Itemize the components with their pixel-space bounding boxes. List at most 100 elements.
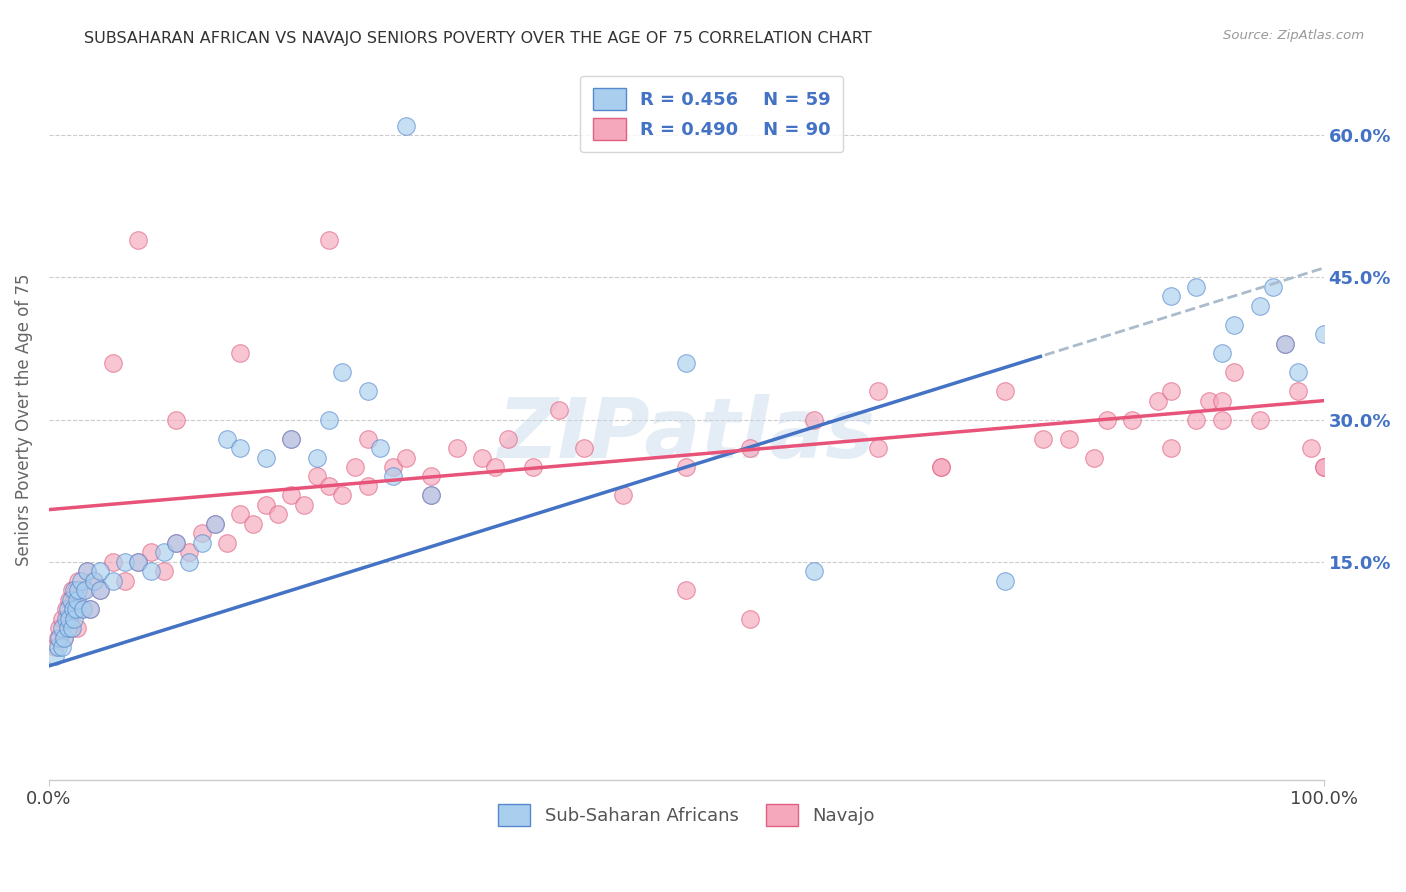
Point bbox=[101, 356, 124, 370]
Point bbox=[217, 432, 239, 446]
Point bbox=[1299, 441, 1322, 455]
Point bbox=[53, 631, 76, 645]
Point bbox=[79, 602, 101, 616]
Point bbox=[446, 441, 468, 455]
Point bbox=[62, 602, 84, 616]
Point bbox=[1198, 393, 1220, 408]
Point bbox=[1057, 432, 1080, 446]
Point bbox=[60, 621, 83, 635]
Point bbox=[66, 592, 89, 607]
Text: ZIPatlas: ZIPatlas bbox=[498, 393, 876, 475]
Point bbox=[67, 574, 90, 588]
Point bbox=[1211, 346, 1233, 360]
Point bbox=[420, 469, 443, 483]
Point bbox=[191, 535, 214, 549]
Point bbox=[73, 583, 96, 598]
Point bbox=[1160, 289, 1182, 303]
Point bbox=[83, 574, 105, 588]
Point bbox=[48, 631, 70, 645]
Point bbox=[44, 640, 66, 654]
Point bbox=[76, 564, 98, 578]
Point bbox=[114, 555, 136, 569]
Point bbox=[866, 384, 889, 399]
Point bbox=[67, 583, 90, 598]
Point bbox=[356, 479, 378, 493]
Point bbox=[165, 535, 187, 549]
Point bbox=[46, 640, 69, 654]
Point bbox=[139, 564, 162, 578]
Point bbox=[292, 498, 315, 512]
Point bbox=[738, 441, 761, 455]
Point bbox=[547, 403, 569, 417]
Point bbox=[165, 535, 187, 549]
Point bbox=[1249, 412, 1271, 426]
Point bbox=[44, 649, 66, 664]
Point bbox=[395, 119, 418, 133]
Point bbox=[318, 412, 340, 426]
Point bbox=[929, 460, 952, 475]
Point bbox=[395, 450, 418, 465]
Point bbox=[53, 631, 76, 645]
Point bbox=[83, 574, 105, 588]
Point bbox=[318, 233, 340, 247]
Point bbox=[242, 516, 264, 531]
Point bbox=[229, 346, 252, 360]
Point bbox=[1274, 336, 1296, 351]
Point bbox=[69, 602, 91, 616]
Point bbox=[330, 365, 353, 379]
Point bbox=[56, 621, 79, 635]
Point bbox=[496, 432, 519, 446]
Point bbox=[46, 631, 69, 645]
Point bbox=[254, 498, 277, 512]
Point bbox=[191, 526, 214, 541]
Point bbox=[280, 432, 302, 446]
Point bbox=[101, 555, 124, 569]
Point bbox=[305, 450, 328, 465]
Point bbox=[55, 602, 77, 616]
Point bbox=[101, 574, 124, 588]
Point bbox=[1274, 336, 1296, 351]
Point bbox=[59, 592, 82, 607]
Point bbox=[204, 516, 226, 531]
Point bbox=[280, 488, 302, 502]
Point bbox=[382, 469, 405, 483]
Point bbox=[58, 611, 80, 625]
Point bbox=[165, 412, 187, 426]
Point bbox=[1312, 327, 1334, 342]
Point bbox=[127, 555, 149, 569]
Point bbox=[1312, 460, 1334, 475]
Point bbox=[127, 233, 149, 247]
Point bbox=[612, 488, 634, 502]
Point bbox=[89, 564, 111, 578]
Text: Source: ZipAtlas.com: Source: ZipAtlas.com bbox=[1223, 29, 1364, 42]
Point bbox=[1032, 432, 1054, 446]
Point bbox=[280, 432, 302, 446]
Point bbox=[58, 592, 80, 607]
Point bbox=[356, 432, 378, 446]
Point bbox=[318, 479, 340, 493]
Point bbox=[929, 460, 952, 475]
Point bbox=[471, 450, 494, 465]
Point bbox=[994, 384, 1017, 399]
Point bbox=[79, 602, 101, 616]
Point bbox=[803, 412, 825, 426]
Point bbox=[204, 516, 226, 531]
Point bbox=[1160, 384, 1182, 399]
Point bbox=[1286, 365, 1309, 379]
Point bbox=[1095, 412, 1118, 426]
Point bbox=[1185, 412, 1208, 426]
Point bbox=[56, 602, 79, 616]
Point bbox=[356, 384, 378, 399]
Point bbox=[63, 583, 86, 598]
Point bbox=[139, 545, 162, 559]
Point bbox=[1249, 299, 1271, 313]
Point bbox=[738, 611, 761, 625]
Point bbox=[1147, 393, 1170, 408]
Point bbox=[51, 640, 73, 654]
Point bbox=[1211, 393, 1233, 408]
Legend: Sub-Saharan Africans, Navajo: Sub-Saharan Africans, Navajo bbox=[489, 796, 884, 836]
Point bbox=[229, 441, 252, 455]
Point bbox=[1312, 460, 1334, 475]
Point bbox=[89, 583, 111, 598]
Point bbox=[382, 460, 405, 475]
